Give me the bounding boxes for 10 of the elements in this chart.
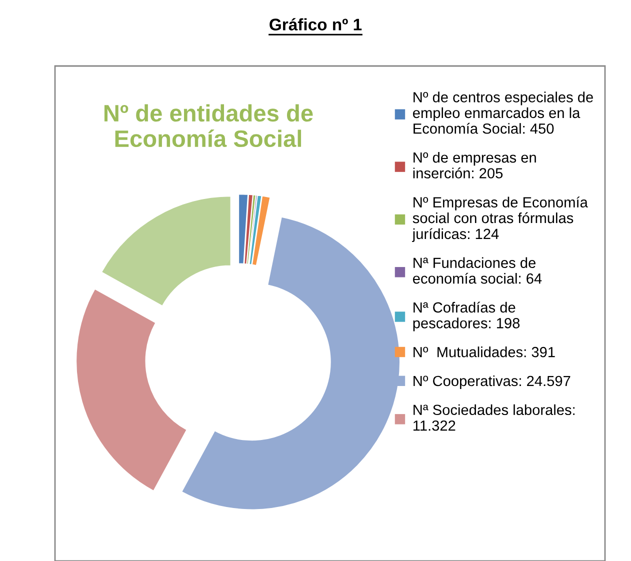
legend-label: Nº Cooperativas: 24.597 [414,375,570,390]
legend-label: Nª Sociedades laborales: 11.322 [413,404,575,431]
legend-label: Nº de empresas en inserción: 205 [413,152,536,178]
legend-label: Nº de centros especiales de empleo enmarcados en la Economía Social: 450 [413,92,593,134]
legend-label: Nº Empresas de Economía social con otras fórmulas jurídicas: 124 [412,196,588,242]
text: Nº de entidades de Economía Social [104,104,313,148]
legend-label: Nª Cofradías de pescadores: 198 [413,302,520,332]
chart-title: Gráfico nº 1 [270,18,362,30]
legend-label: Nº Mutualidades: 391 [414,346,555,358]
legend-label: Nª Fundaciones de economía social: 64 [413,257,542,284]
